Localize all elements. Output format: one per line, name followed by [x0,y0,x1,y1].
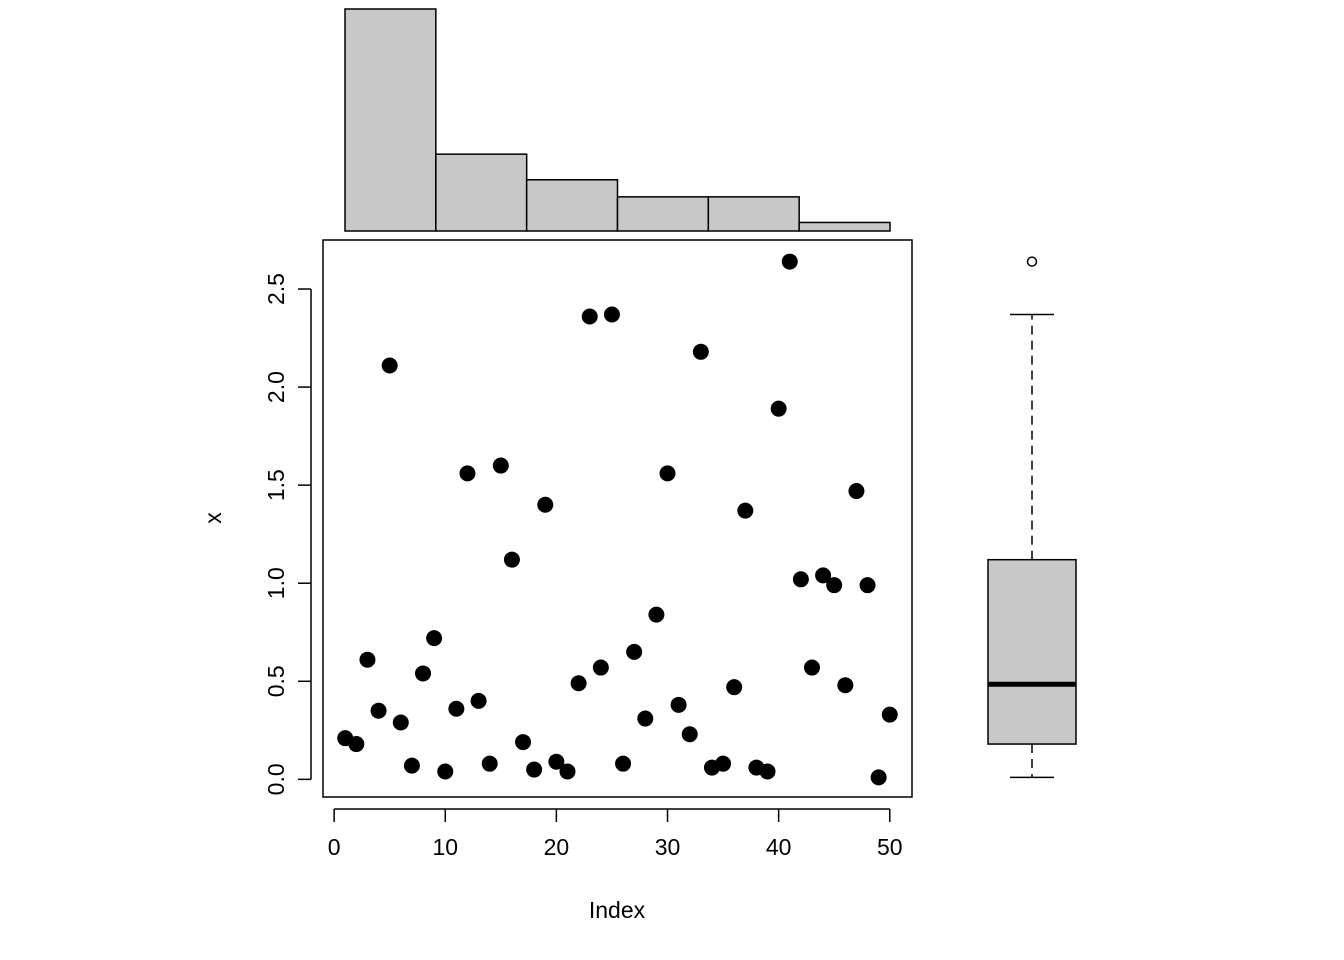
scatter-point [715,755,732,772]
y-tick-label: 0.5 [263,665,289,697]
scatter-point [426,630,443,647]
scatter-point [848,483,865,500]
scatter-point [515,734,532,751]
boxplot-box [987,558,1077,745]
plot-frame [322,239,913,798]
x-tick-label: 30 [655,834,681,860]
scatter-point [681,726,698,743]
scatter-point [615,755,632,772]
scatter-point [548,753,565,770]
histogram-bar [798,221,891,232]
scatter-point [726,679,743,696]
scatter-point [415,665,432,682]
scatter-point [437,763,454,780]
scatter-plot: 0 10 20 30 40 50 0.0 0.5 1.0 1.5 2.0 2.5 Index x [200,239,913,923]
scatter-point [470,692,487,709]
scatter-point [781,253,798,270]
boxplot [987,256,1077,779]
scatter-point [670,696,687,713]
scatter-point [459,465,476,482]
boxplot-outlier [1026,256,1038,267]
scatter-point [581,308,598,325]
histogram-bar [344,8,437,232]
scatter-point [559,763,576,780]
scatter-point [526,761,543,778]
scatter-point [403,757,420,774]
scatter-point [770,400,787,417]
scatter-point [537,496,554,513]
histogram-bar [525,179,619,232]
scatter-point [359,651,376,668]
scatter-point [481,755,498,772]
scatter-point [381,357,398,374]
y-tick-label: 1.5 [263,469,289,501]
histogram-bar [616,196,710,232]
scatter-point [859,577,876,594]
scatter-point [737,502,754,519]
histogram-bar [707,196,800,232]
scatter-point [603,306,620,323]
x-tick-label: 20 [544,834,570,860]
x-tick-label: 40 [766,834,792,860]
scatter-point [803,659,820,676]
x-axis: 0 10 20 30 40 50 [328,808,903,860]
scatter-point [648,606,665,623]
scatter-point [503,551,520,568]
y-axis: 0.0 0.5 1.0 1.5 2.0 2.5 [263,273,312,795]
y-tick-label: 1.0 [263,567,289,599]
x-axis-label: Index [589,897,646,923]
scatter-point [492,457,509,474]
histogram-bar [435,153,528,232]
scatter-point [692,343,709,360]
scatter-point [392,714,409,731]
scatter-point [837,677,854,694]
y-tick-label: 2.5 [263,273,289,305]
x-tick-label: 10 [432,834,458,860]
scatter-point [870,769,887,786]
scatter-point [370,702,387,719]
scatter-point [570,675,587,692]
scatter-point [348,736,365,753]
scatter-point [826,577,843,594]
scatter-point [881,706,898,723]
y-tick-label: 2.0 [263,371,289,403]
scatter-points [337,253,898,786]
scatter-point [448,700,465,717]
scatter-point [659,465,676,482]
scatter-point [815,567,832,584]
y-tick-label: 0.0 [263,763,289,795]
x-tick-label: 0 [328,834,341,860]
scatter-point [592,659,609,676]
histogram [344,8,891,232]
y-axis-label: x [200,512,226,524]
scatter-point [759,763,776,780]
scatter-point [792,571,809,588]
scatter-point [637,710,654,727]
scatter-point [626,643,643,660]
x-tick-label: 50 [877,834,903,860]
